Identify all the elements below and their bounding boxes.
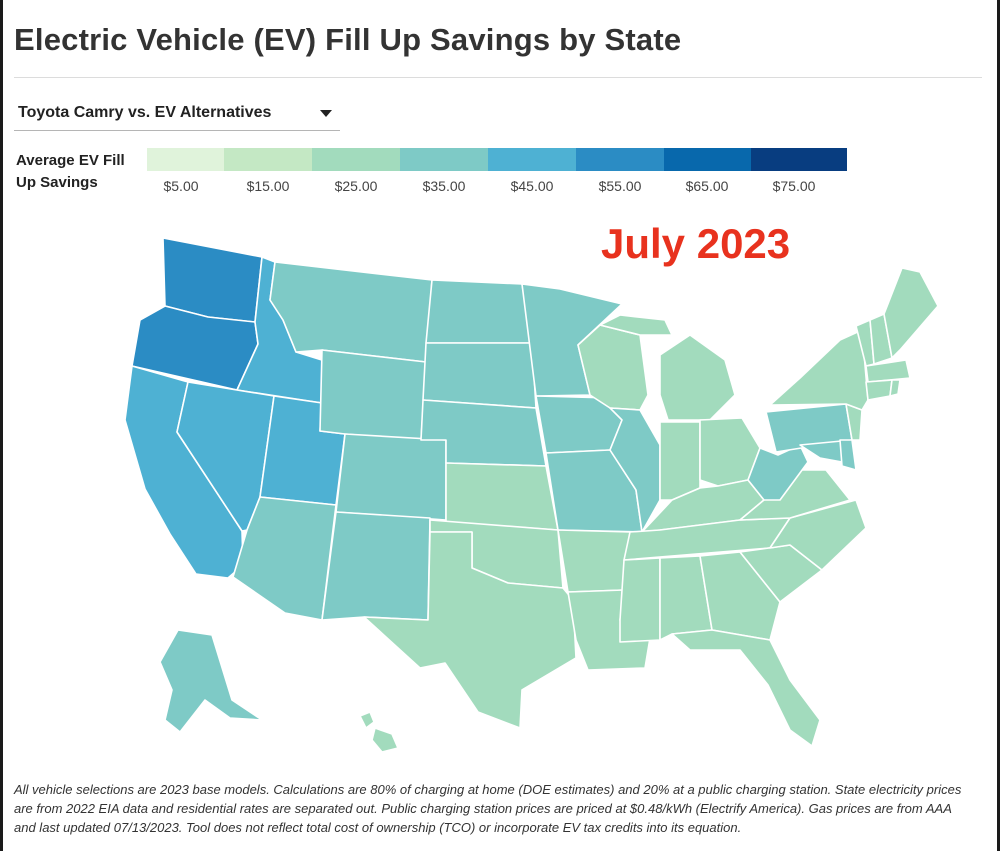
state-massachusetts[interactable] bbox=[865, 359, 911, 383]
state-florida[interactable] bbox=[671, 629, 821, 747]
state-new-york[interactable] bbox=[769, 329, 869, 411]
state-alaska[interactable] bbox=[159, 629, 263, 733]
state-indiana[interactable] bbox=[659, 421, 701, 501]
vehicle-selector-value: Toyota Camry vs. EV Alternatives bbox=[18, 104, 272, 121]
state-kansas[interactable] bbox=[445, 462, 559, 531]
chevron-down-icon[interactable] bbox=[320, 110, 332, 117]
legend-title: Average EV Fill Up Savings bbox=[16, 152, 125, 191]
vehicle-selector-dropdown[interactable]: Toyota Camry vs. EV Alternatives bbox=[14, 98, 340, 131]
legend-label: $65.00 bbox=[685, 178, 729, 194]
state-colorado[interactable] bbox=[335, 433, 447, 521]
legend-swatch bbox=[751, 148, 847, 171]
page-title: Electric Vehicle (EV) Fill Up Savings by… bbox=[14, 22, 682, 57]
state-arizona[interactable] bbox=[232, 496, 337, 621]
state-hawaii[interactable] bbox=[359, 711, 399, 753]
legend-swatch bbox=[400, 148, 488, 171]
legend-label: $35.00 bbox=[422, 178, 466, 194]
footnote-text: All vehicle selections are 2023 base mod… bbox=[14, 782, 962, 835]
state-wyoming[interactable] bbox=[319, 349, 427, 441]
state-michigan-up[interactable] bbox=[599, 314, 673, 336]
state-mississippi[interactable] bbox=[619, 557, 661, 643]
state-montana[interactable] bbox=[269, 261, 433, 363]
legend-label: $45.00 bbox=[510, 178, 554, 194]
frame-right-border bbox=[997, 0, 1000, 851]
legend-swatch bbox=[576, 148, 664, 171]
frame-left-border bbox=[0, 0, 3, 851]
legend-swatch bbox=[488, 148, 576, 171]
state-new-mexico[interactable] bbox=[321, 511, 431, 621]
date-stamp: July 2023 bbox=[601, 220, 791, 267]
legend-label: $25.00 bbox=[334, 178, 378, 194]
state-delaware[interactable] bbox=[839, 439, 857, 471]
state-north-dakota[interactable] bbox=[425, 279, 533, 344]
legend-swatch bbox=[147, 148, 224, 171]
state-connecticut[interactable] bbox=[865, 379, 893, 401]
state-south-dakota[interactable] bbox=[422, 342, 537, 409]
state-maine[interactable] bbox=[883, 267, 939, 359]
legend-label: $55.00 bbox=[598, 178, 642, 194]
legend-label: $75.00 bbox=[772, 178, 816, 194]
legend-label: $5.00 bbox=[163, 178, 199, 194]
state-rhode-island[interactable] bbox=[889, 379, 901, 397]
state-michigan[interactable] bbox=[659, 334, 736, 421]
legend-swatch bbox=[312, 148, 400, 171]
legend-label: $15.00 bbox=[246, 178, 290, 194]
state-west-virginia[interactable] bbox=[747, 444, 809, 501]
state-arkansas[interactable] bbox=[557, 529, 631, 593]
legend-color-scale bbox=[147, 148, 847, 171]
legend-swatch bbox=[664, 148, 751, 171]
title-divider bbox=[14, 77, 982, 78]
state-georgia[interactable] bbox=[699, 551, 781, 641]
state-texas[interactable] bbox=[363, 531, 577, 729]
legend-swatch bbox=[224, 148, 312, 171]
